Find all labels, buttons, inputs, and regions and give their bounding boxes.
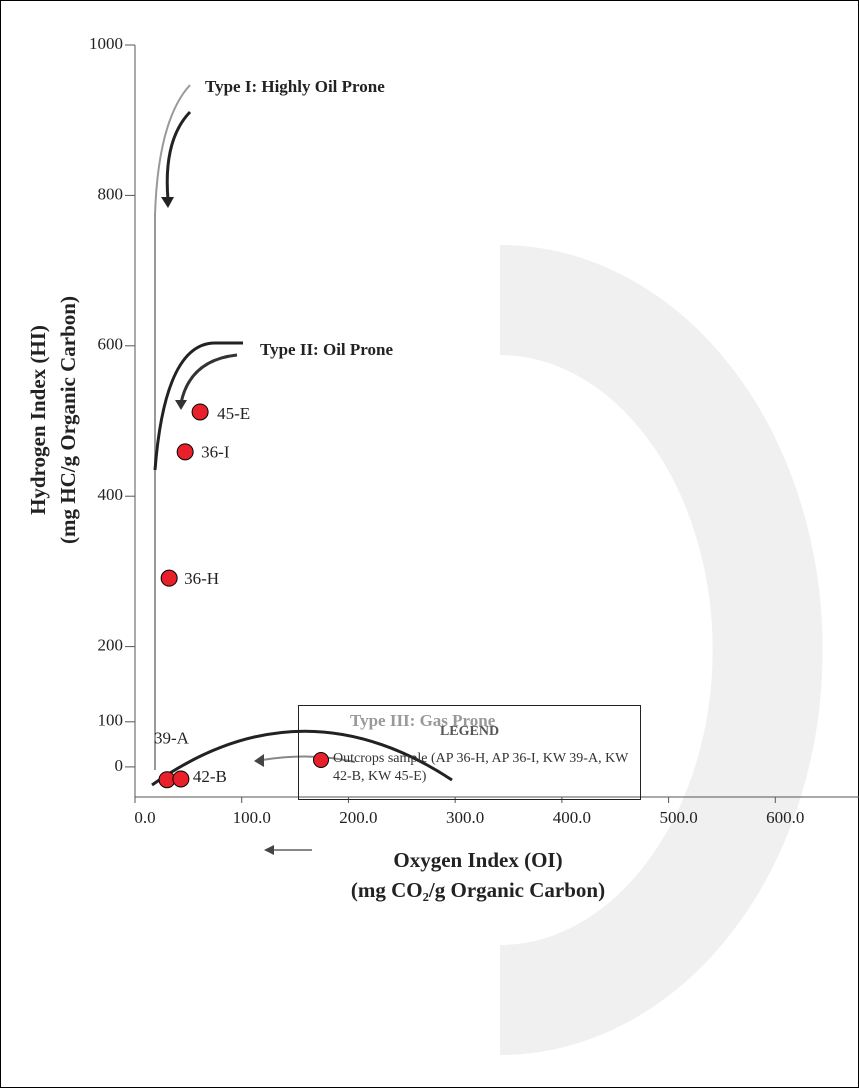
x-tick-label: 400.0	[553, 808, 591, 827]
legend-entry: Outcrops sample (AP 36-H, AP 36-I, KW 39…	[313, 750, 640, 786]
legend-title: LEGEND	[439, 724, 500, 739]
point	[191, 403, 209, 421]
point-label: 36-I	[201, 443, 230, 462]
y-tick-label: 600	[98, 335, 124, 354]
x-tick-label: 100.0	[233, 808, 271, 827]
y-tick-label: 100	[98, 711, 124, 730]
annotation: Type III: Gas Prone	[350, 711, 496, 730]
y-axis-title: (mg HC/g Organic Carbon)	[56, 296, 80, 544]
watermark	[499, 245, 823, 1055]
x-tick-label: 600.0	[766, 808, 804, 827]
point-label: 36-H	[184, 569, 219, 588]
y-tick-label: 800	[98, 184, 124, 203]
point-label: 45-E	[217, 404, 250, 423]
legend-marker	[313, 752, 329, 768]
x-tick-label: 200.0	[339, 808, 377, 827]
legend-label: Outcrops sample (AP 36-H, AP 36-I, KW 39…	[333, 751, 629, 784]
y-tick-label: 1000	[89, 34, 123, 53]
legend: LEGEND Outcrops sample (AP 36-H, AP 36-I…	[298, 705, 641, 800]
trend-curves	[151, 84, 453, 855]
x-axis-title: (mg CO₂/g Organic Carbon)	[351, 878, 605, 902]
point	[160, 569, 178, 587]
point-label: 42-B	[193, 767, 227, 786]
x-tick-label: 500.0	[659, 808, 697, 827]
y-tick-label: 0	[115, 756, 124, 775]
x-tick-label: 0.0	[134, 808, 155, 827]
point	[172, 770, 190, 788]
y-axis-title: Hydrogen Index (HI)	[26, 325, 50, 515]
annotation: Type II: Oil Prone	[260, 340, 393, 359]
y-tick-label: 400	[98, 485, 124, 504]
x-axis-title: Oxygen Index (OI)	[393, 848, 562, 872]
x-tick-label: 300.0	[446, 808, 484, 827]
annotation: Type I: Highly Oil Prone	[205, 77, 385, 96]
point-label: 39-A	[154, 729, 190, 748]
y-tick-label: 200	[98, 636, 124, 655]
point	[176, 443, 194, 461]
